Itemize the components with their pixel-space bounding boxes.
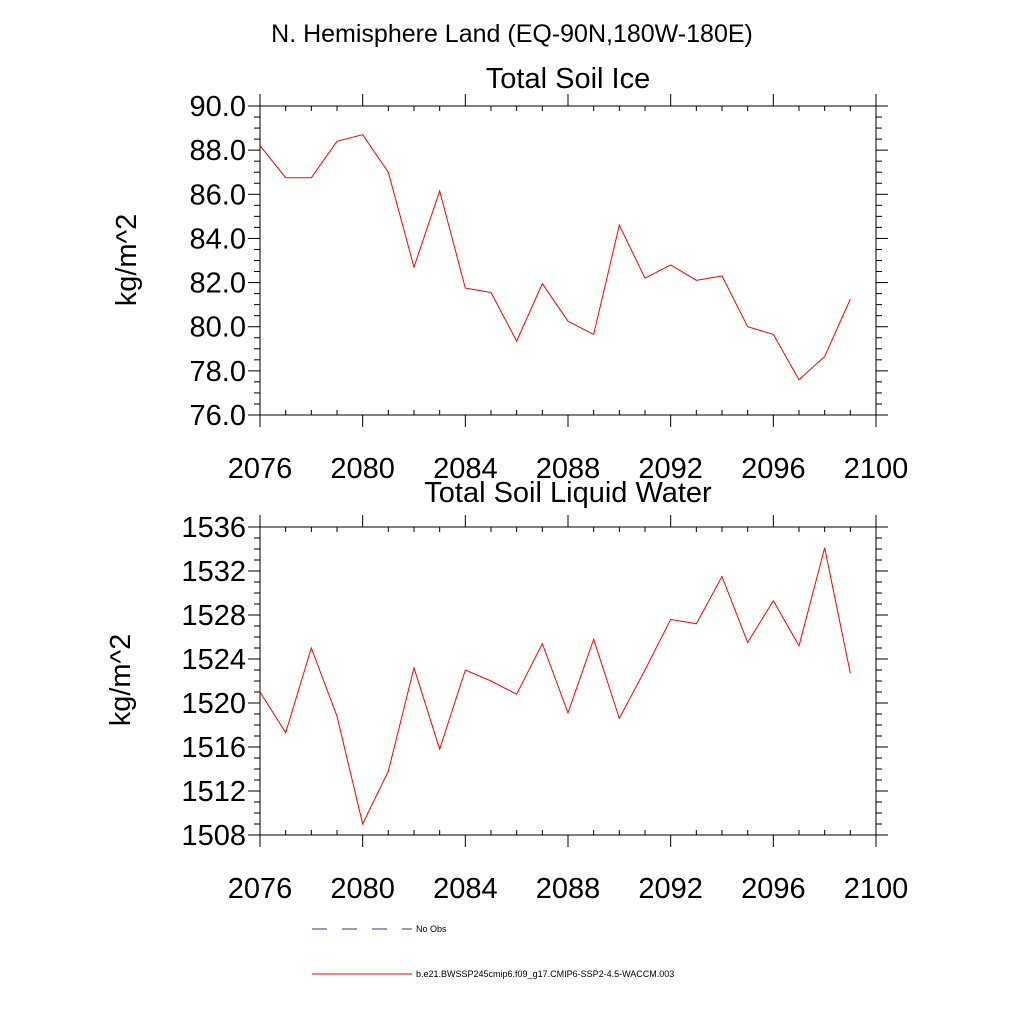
x-tick-label: 2096 [741,873,806,905]
y-tick-label: 1508 [181,820,246,852]
y-axis-label: kg/m^2 [105,634,137,727]
legend-label-model-run: b.e21.BWSSP245cmip6.f09_g17.CMIP6-SSP2-4… [416,969,674,979]
series-line [259,547,851,826]
y-tick-label: 84.0 [190,223,246,255]
series-line [259,134,851,381]
x-tick-label: 2092 [638,873,703,905]
x-tick-label: 2100 [844,873,909,905]
y-tick-label: 1524 [181,644,246,676]
y-tick-label: 90.0 [190,91,246,123]
y-tick-label: 76.0 [190,400,246,432]
chart-title: Total Soil Ice [486,63,650,95]
y-axis-label: kg/m^2 [111,214,143,307]
legend-label-no-obs: No Obs [416,924,447,934]
y-tick-label: 1516 [181,732,246,764]
x-tick-label: 2080 [330,453,395,485]
y-tick-label: 1532 [181,556,246,588]
plot-frame [259,105,877,416]
y-tick-label: 1536 [181,512,246,544]
y-tick-label: 82.0 [190,268,246,300]
x-tick-label: 2084 [433,873,498,905]
x-tick-label: 2080 [330,873,395,905]
y-tick-label: 86.0 [190,179,246,211]
y-tick-label: 80.0 [190,312,246,344]
x-tick-label: 2088 [536,873,601,905]
x-tick-label: 2076 [228,453,293,485]
x-tick-label: 2096 [741,453,806,485]
y-tick-label: 78.0 [190,356,246,388]
y-tick-label: 1512 [181,776,246,808]
figure-title: N. Hemisphere Land (EQ-90N,180W-180E) [271,20,753,48]
x-tick-label: 2088 [536,453,601,485]
x-tick-label: 2084 [433,453,498,485]
x-tick-label: 2092 [638,453,703,485]
x-tick-label: 2100 [844,453,909,485]
chart-panel-soil-liquid-water: Total Soil Liquid Water kg/m^2 2076 2080 2… [105,477,908,905]
y-tick-label: 1520 [181,688,246,720]
y-tick-label: 1528 [181,600,246,632]
legend: No Obs b.e21.BWSSP245cmip6.f09_g17.CMIP6… [312,924,674,979]
plot-frame [259,526,877,836]
chart-title: Total Soil Liquid Water [424,477,712,509]
x-tick-label: 2076 [228,873,293,905]
chart-panel-soil-ice: Total Soil Ice kg/m^2 2076 2080 2084 2088 20… [111,63,908,485]
y-tick-label: 88.0 [190,135,246,167]
